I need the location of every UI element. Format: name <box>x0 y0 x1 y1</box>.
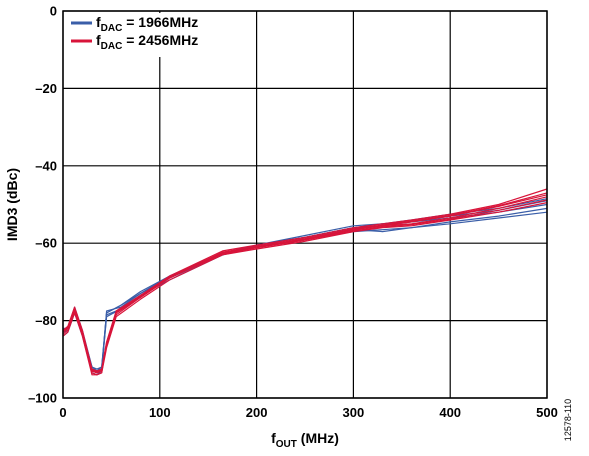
x-tick-label: 300 <box>343 405 365 420</box>
series-line <box>62 198 548 370</box>
series-line <box>62 199 548 376</box>
x-axis-label-main: f <box>271 430 276 446</box>
legend-entry-2456: fDAC = 2456MHz <box>96 32 198 52</box>
legend-background <box>65 13 233 57</box>
legend-entry-1966: fDAC = 1966MHz <box>96 14 198 34</box>
legend-entry-1966-sub: DAC <box>101 23 123 34</box>
series-1 <box>62 188 548 376</box>
series-line <box>62 192 548 373</box>
y-axis-label: IMD3 (dBc) <box>4 168 20 241</box>
x-tick-label: 200 <box>246 405 268 420</box>
plot-frame <box>62 10 548 399</box>
legend-entry-1966-rest: = 1966MHz <box>122 14 198 30</box>
series-line <box>62 202 548 376</box>
figure-id: 12578-110 <box>563 399 573 441</box>
x-axis-label-rest: (MHz) <box>297 430 339 446</box>
series-line <box>62 196 548 374</box>
x-tick-label: 400 <box>439 405 461 420</box>
series-line <box>62 203 548 376</box>
x-axis-label-sub: OUT <box>276 439 297 450</box>
x-axis-label: fOUT (MHz) <box>271 430 339 450</box>
series-line <box>62 207 548 374</box>
y-tick-label: –100 <box>28 391 57 406</box>
legend-entry-1966-main: f <box>96 14 101 30</box>
y-tick-labels: 0 –20 –40 –60 –80 –100 <box>28 4 57 406</box>
grid <box>62 10 548 399</box>
y-tick-label: –80 <box>35 313 57 328</box>
y-tick-label: –60 <box>35 236 57 251</box>
x-tick-label: 0 <box>59 405 66 420</box>
series-0 <box>62 198 548 376</box>
series-layer <box>62 188 548 376</box>
legend-entry-2456-rest: = 2456MHz <box>122 32 198 48</box>
series-line <box>62 200 548 372</box>
x-tick-label: 100 <box>149 405 171 420</box>
legend: fDAC = 1966MHz fDAC = 2456MHz <box>65 13 233 57</box>
legend-entry-2456-main: f <box>96 32 101 48</box>
x-tick-label: 500 <box>536 405 558 420</box>
x-tick-labels: 0 100 200 300 400 500 <box>59 405 557 420</box>
legend-entry-2456-sub: DAC <box>101 41 123 52</box>
y-tick-label: 0 <box>50 4 57 19</box>
y-tick-label: –20 <box>35 81 57 96</box>
y-tick-label: –40 <box>35 158 57 173</box>
